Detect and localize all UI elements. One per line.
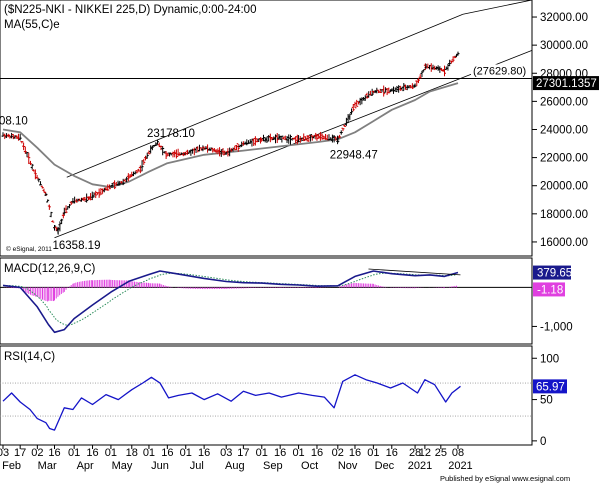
x-tick-label: 01 [256,447,268,459]
rsi-panel: 0 50 100 65.97 [0,353,567,448]
price-panel-frame [0,0,533,257]
x-axis: 03 17 02 16 01 16 01 18 01 16 01 16 03 17 01 16 01 16 02 16… [0,445,473,472]
watermark: © eSignal, 2011 [6,245,52,253]
x-tick-label: 25 [435,447,447,459]
price-y-tick-label: 20000.00 [540,181,588,193]
x-month-label: Dec [375,460,395,472]
rsi-y-tick-label: 100 [540,353,559,365]
x-tick-label: 16 [349,447,361,459]
x-month-label: Oct [301,460,318,472]
x-tick-label: 16 [311,447,323,459]
x-month-label: Jun [151,460,169,472]
x-month-label: Sep [263,460,283,472]
macd-value-label: 379.65 [537,268,572,280]
x-month-label: May [112,460,133,472]
upper-channel-extension [462,0,533,15]
price-y-tick-label: 24000.00 [540,124,588,136]
horizontal-level-label: (27629.80) [473,65,526,77]
x-tick-label: 08 [452,447,464,459]
price-y-tick-label: 30000.00 [540,40,588,52]
rsi-value-box [533,379,567,394]
price-annotation: 08.10 [0,115,28,127]
x-tick-label: 28 [409,447,421,459]
x-tick-label: 01 [68,447,80,459]
last-price-label: 27301.1357 [536,78,597,90]
price-y-tick-label: 16000.00 [540,237,588,249]
horizontal-level-label-bg [471,64,529,77]
x-tick-label: 16 [386,447,398,459]
x-tick-label: 01 [105,447,117,459]
price-y-tick-label: 22000.00 [540,153,588,165]
macd-hist-value-box [533,282,565,297]
macd-signal-line [2,272,457,326]
x-month-label: Mar [38,460,57,472]
x-tick-label: 16 [48,447,60,459]
price-y-tick-label: 32000.00 [540,12,588,24]
x-month-label: 2021 [448,460,472,472]
macd-panel: -1,000 379.65 -1.18 [0,265,573,334]
x-month-label: 2021 [408,460,432,472]
upper-channel-line [66,13,464,178]
price-annotation: 23178.10 [147,128,195,140]
macd-y-tick-label: -1,000 [540,321,573,333]
x-tick-label: 16 [274,447,286,459]
x-tick-label: 02 [31,447,43,459]
last-price-box [533,76,599,91]
price-y-tick-label: 26000.00 [540,96,588,108]
x-tick-label: 02 [332,447,344,459]
footer: Published by eSignal www.esignal.com [440,474,570,483]
ma-line [2,82,459,188]
macd-value-box [533,265,571,280]
rsi-panel-frame [0,345,533,446]
rsi-y-tick-label: 0 [540,436,546,448]
x-month-label: Jul [190,460,204,472]
macd-divergence-line [368,268,461,276]
x-tick-label: 16 [198,447,210,459]
x-month-label: Feb [2,460,21,472]
price-annotation: 16358.19 [53,240,101,252]
x-tick-label: 01 [143,447,155,459]
rsi-y-tick-label: 50 [540,395,553,407]
chart-title: ($N225-NKI - NIKKEI 225,D) Dynamic,0:00-… [4,4,256,16]
price-y-tick-label: 18000.00 [540,209,588,221]
x-month-label: Nov [338,460,358,472]
macd-panel-frame [0,257,533,345]
x-tick-label: 01 [292,447,304,459]
price-panel: 16000.00 18000.00 20000.00 22000.00 24000.00… [0,0,599,252]
x-tick-label: 16 [161,447,173,459]
lower-channel-line [54,77,464,239]
x-tick-label: 03 [220,447,232,459]
x-tick-label: 16 [86,447,98,459]
price-annotation: 22948.47 [330,149,378,161]
x-tick-label: 01 [367,447,379,459]
macd-hist-value-label: -1.18 [537,284,563,296]
x-tick-label: 18 [126,447,138,459]
rsi-line [2,374,461,431]
x-tick-label: 03 [0,447,9,459]
x-tick-label: 01 [180,447,192,459]
x-tick-label: 17 [14,447,26,459]
rsi-value-label: 65.97 [536,381,565,393]
x-tick-label: 12 [419,447,431,459]
ma-label: MA(55,C)e [4,19,60,31]
macd-label: MACD(12,26,9,C) [4,263,96,275]
macd-line [2,270,459,334]
x-tick-label: 17 [237,447,249,459]
x-month-label: Apr [77,460,94,472]
rsi-label: RSI(14,C) [4,351,55,363]
x-month-label: Aug [225,460,245,472]
